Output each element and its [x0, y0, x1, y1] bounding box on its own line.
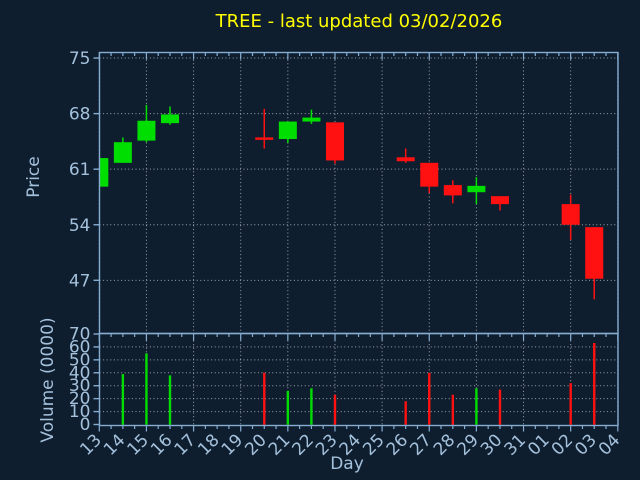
volume-tick-label: 20: [69, 389, 91, 409]
candle-body: [585, 227, 604, 279]
gridlines: [98, 52, 619, 426]
candle-body: [161, 114, 180, 124]
price-tick-label: 54: [69, 216, 91, 236]
tick-labels: 7568615447706050403020100131415161718192…: [69, 49, 624, 460]
x-tick-label: 04: [595, 430, 624, 459]
chart-title: TREE - last updated 03/02/2026: [215, 11, 503, 32]
candle-day-21: [278, 121, 297, 143]
candle-day-29: [467, 177, 486, 205]
volume-tick-label: 40: [69, 363, 91, 383]
candle-day-13: [99, 158, 109, 187]
price-axis-label: Price: [24, 156, 44, 198]
candle-body: [302, 117, 321, 122]
volume-tick-label: 50: [69, 350, 91, 370]
candle-day-14: [113, 137, 132, 163]
volume-tick-label: 60: [69, 337, 91, 357]
candle-body: [278, 121, 297, 140]
candle-body: [420, 162, 439, 187]
volume-tick-label: 30: [69, 376, 91, 396]
candle-day-02: [561, 194, 580, 240]
price-panel-frame: [98, 51, 619, 335]
candle-body: [443, 185, 462, 196]
price-tick-label: 47: [69, 271, 91, 291]
volume-axis-label: Volume (0000): [38, 317, 58, 443]
candle-body: [396, 157, 415, 162]
axes-frames: [98, 51, 619, 427]
volume-tick-label: 0: [80, 415, 91, 435]
candle-day-20: [255, 108, 274, 149]
candle-day-28: [443, 180, 462, 204]
x-axis-label: Day: [330, 454, 364, 474]
candle-body: [137, 120, 156, 141]
candle-body: [255, 137, 274, 140]
candle-day-16: [161, 106, 180, 125]
candle-body: [99, 158, 109, 187]
candle-body: [467, 185, 486, 193]
candle-day-23: [325, 122, 344, 164]
candle-day-22: [302, 109, 321, 124]
candle-day-30: [490, 196, 509, 211]
candle-body: [325, 122, 344, 161]
candle-body: [113, 142, 132, 163]
candle-day-15: [137, 104, 156, 143]
volume-tick-label: 70: [69, 325, 91, 345]
candle-day-26: [396, 148, 415, 163]
price-tick-label: 75: [69, 49, 91, 69]
candle-day-27: [420, 162, 439, 193]
price-tick-label: 61: [69, 160, 91, 180]
price-tick-label: 68: [69, 105, 91, 125]
volume-bars: [121, 343, 596, 425]
volume-tick-label: 10: [69, 402, 91, 422]
axis-ticks: [93, 52, 619, 432]
candle-body: [490, 196, 509, 205]
candle-body: [561, 204, 580, 225]
candle-day-03: [585, 227, 604, 300]
candlesticks: [99, 104, 604, 300]
